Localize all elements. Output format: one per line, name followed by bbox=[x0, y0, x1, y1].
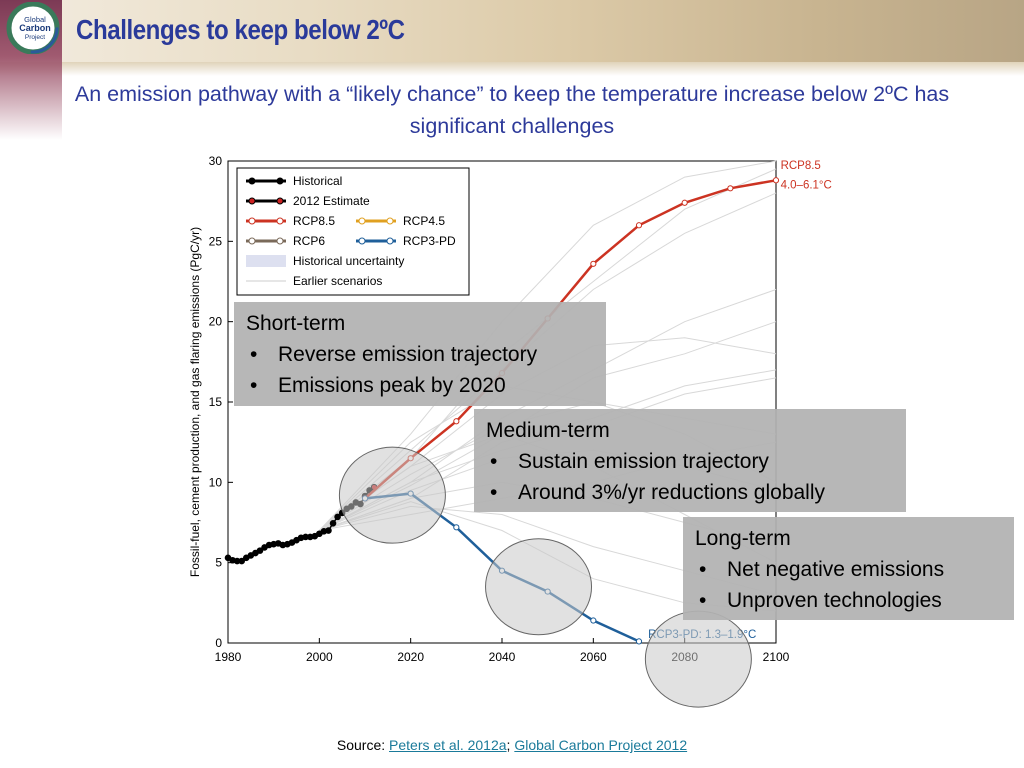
data-point-rcp85 bbox=[772, 177, 780, 184]
callout-short-term: Short-term Reverse emission trajectory E… bbox=[234, 302, 606, 406]
data-point-rcp85 bbox=[727, 185, 734, 192]
series-line-rcp85 bbox=[364, 179, 777, 500]
legend-label: RCP8.5 bbox=[293, 214, 335, 228]
x-tick-label: 2100 bbox=[763, 650, 790, 664]
legend-label: 2012 Estimate bbox=[293, 194, 370, 208]
y-tick-label: 25 bbox=[209, 234, 223, 248]
x-tick-label: 2040 bbox=[489, 650, 516, 664]
data-point-rcp3pd bbox=[590, 617, 597, 624]
legend-swatch bbox=[246, 255, 286, 267]
legend-marker bbox=[276, 237, 284, 245]
y-tick-label: 0 bbox=[215, 636, 222, 650]
callout-heading: Medium-term bbox=[486, 419, 610, 442]
source-link-peters[interactable]: Peters et al. 2012a bbox=[389, 737, 507, 753]
callout-bullet: Reverse emission trajectory bbox=[246, 339, 594, 370]
data-point-historical bbox=[325, 527, 332, 534]
legend-marker bbox=[358, 217, 366, 225]
y-axis-label: Fossil-fuel, cement production, and gas … bbox=[188, 227, 202, 577]
data-point-rcp85 bbox=[453, 418, 460, 425]
x-tick-label: 2020 bbox=[397, 650, 424, 664]
legend-marker bbox=[248, 197, 256, 205]
legend-marker bbox=[386, 217, 394, 225]
y-tick-label: 15 bbox=[209, 395, 223, 409]
x-tick-label: 2000 bbox=[306, 650, 333, 664]
y-tick-label: 10 bbox=[209, 475, 223, 489]
y-tick-label: 30 bbox=[209, 154, 223, 168]
legend-label: RCP3-PD bbox=[403, 234, 456, 248]
legend-label: Historical uncertainty bbox=[293, 254, 404, 268]
y-tick-label: 5 bbox=[215, 556, 222, 570]
y-tick-label: 20 bbox=[209, 315, 223, 329]
svg-text:Global: Global bbox=[24, 15, 46, 24]
svg-text:Project: Project bbox=[25, 34, 45, 41]
annotation-rcp85: 4.0–6.1°C bbox=[781, 179, 832, 191]
data-point-historical bbox=[334, 513, 341, 521]
slide-subtitle: An emission pathway with a “likely chanc… bbox=[74, 82, 950, 138]
data-point-rcp3pd bbox=[453, 524, 460, 531]
source-separator: ; bbox=[506, 737, 515, 753]
data-point-rcp3pd bbox=[635, 638, 643, 645]
header-band bbox=[0, 0, 1024, 62]
legend-marker bbox=[248, 177, 256, 185]
callout-bullet: Net negative emissions bbox=[695, 554, 1002, 585]
slide-title: Challenges to keep below 2ºC bbox=[76, 14, 405, 45]
highlight-circle bbox=[338, 446, 446, 544]
callout-medium-term: Medium-term Sustain emission trajectory … bbox=[474, 409, 906, 512]
data-point-rcp85 bbox=[681, 199, 688, 206]
legend-label: RCP6 bbox=[293, 234, 325, 248]
legend-marker bbox=[276, 217, 284, 225]
data-point-historical bbox=[238, 557, 245, 565]
legend-marker bbox=[386, 237, 394, 245]
callout-bullet: Unproven technologies bbox=[695, 585, 1002, 616]
x-tick-label: 1980 bbox=[215, 650, 242, 664]
header-fade bbox=[0, 62, 1024, 76]
data-point-rcp85 bbox=[635, 222, 643, 229]
legend-marker bbox=[358, 237, 366, 245]
callout-bullet: Sustain emission trajectory bbox=[486, 446, 894, 477]
source-prefix: Source: bbox=[336, 737, 390, 753]
callout-long-term: Long-term Net negative emissions Unprove… bbox=[683, 517, 1014, 620]
legend-label: Earlier scenarios bbox=[293, 274, 382, 288]
legend-marker bbox=[248, 237, 256, 245]
svg-text:Carbon: Carbon bbox=[19, 23, 51, 33]
annotation-rcp85: RCP8.5 bbox=[781, 160, 821, 172]
legend-marker bbox=[248, 217, 256, 225]
highlight-circle bbox=[485, 538, 593, 636]
highlight-circle bbox=[644, 610, 752, 708]
x-tick-label: 2060 bbox=[580, 650, 607, 664]
callout-heading: Short-term bbox=[246, 312, 346, 335]
data-point-rcp85 bbox=[590, 260, 597, 267]
legend-marker bbox=[276, 177, 284, 185]
legend-box bbox=[236, 167, 470, 296]
source-line: Source: Peters et al. 2012a; Global Carb… bbox=[0, 737, 1024, 753]
data-point-historical bbox=[329, 520, 337, 527]
global-carbon-project-logo: Global Carbon Project bbox=[6, 2, 60, 54]
callout-heading: Long-term bbox=[695, 527, 791, 550]
legend-marker bbox=[276, 197, 284, 205]
callout-bullet: Emissions peak by 2020 bbox=[246, 370, 594, 401]
data-point-historical bbox=[256, 547, 264, 554]
legend-label: Historical bbox=[293, 174, 342, 188]
source-link-gcp[interactable]: Global Carbon Project 2012 bbox=[514, 737, 688, 753]
callout-bullet: Around 3%/yr reductions globally bbox=[486, 477, 894, 508]
legend-label: RCP4.5 bbox=[403, 214, 445, 228]
